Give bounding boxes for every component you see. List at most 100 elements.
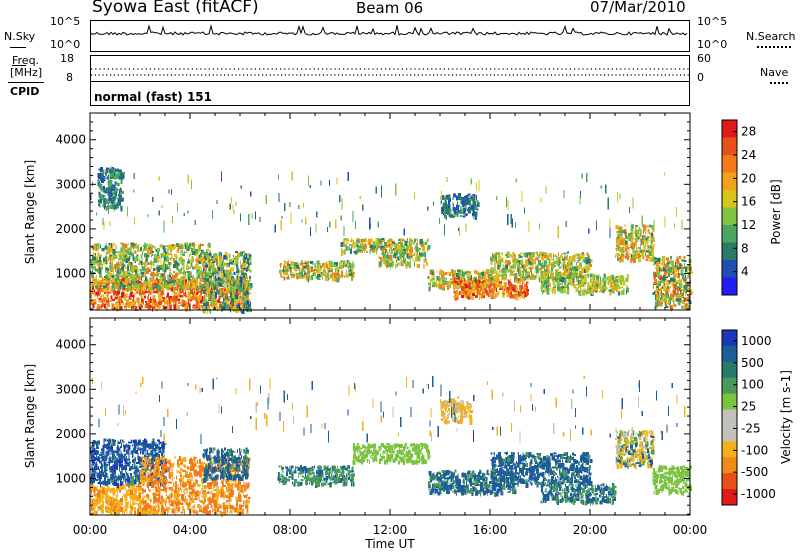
scatter-cell bbox=[98, 291, 100, 296]
scatter-cell bbox=[167, 276, 169, 281]
scatter-cell bbox=[231, 298, 234, 303]
scatter-cell bbox=[219, 295, 221, 300]
scatter-cell bbox=[134, 282, 135, 285]
scatter-cell bbox=[651, 259, 655, 262]
scatter-cell bbox=[207, 274, 210, 278]
scatter-cell bbox=[119, 266, 121, 272]
scatter-cell bbox=[635, 253, 637, 256]
scatter-cell bbox=[468, 198, 470, 203]
scatter-cell bbox=[369, 243, 373, 249]
scatter-cell bbox=[384, 242, 388, 247]
scatter-cell bbox=[191, 284, 194, 290]
scatter-cell bbox=[612, 275, 614, 279]
scatter-cell bbox=[296, 272, 298, 277]
scatter-cell bbox=[586, 267, 589, 270]
scatter-cell bbox=[538, 275, 540, 280]
scatter-cell bbox=[114, 204, 118, 210]
scatter-cell bbox=[425, 242, 427, 245]
scatter-cell bbox=[162, 285, 165, 290]
scatter-cell bbox=[548, 258, 551, 264]
scatter-cell bbox=[228, 276, 231, 281]
scatter-cell bbox=[569, 264, 573, 268]
scatter-cell bbox=[192, 294, 196, 300]
scatter-cell bbox=[185, 243, 189, 249]
scatter-cell bbox=[326, 273, 329, 278]
scatter-cell bbox=[209, 254, 212, 258]
scatter-cell bbox=[112, 248, 116, 253]
scatter-cell bbox=[227, 298, 230, 301]
scatter-cell bbox=[128, 250, 132, 256]
scatter-cell bbox=[237, 280, 239, 283]
scatter-cell bbox=[469, 287, 472, 290]
scatter-cell bbox=[285, 266, 288, 271]
noise-left-tick-low: 10^0 bbox=[50, 38, 81, 51]
scatter-cell bbox=[133, 268, 135, 272]
scatter-cell bbox=[244, 272, 247, 276]
scatter-cell bbox=[177, 249, 179, 252]
scatter-cell bbox=[588, 288, 590, 291]
scatter-cell bbox=[189, 266, 191, 269]
scatter-cell bbox=[330, 262, 334, 266]
scatter-cell bbox=[468, 271, 471, 274]
scatter-cell bbox=[643, 255, 645, 260]
scatter-cell bbox=[227, 279, 231, 282]
scatter-cell bbox=[637, 233, 639, 237]
scatter-cell bbox=[348, 272, 351, 277]
scatter-cell bbox=[327, 276, 329, 282]
scatter-cell bbox=[639, 250, 643, 254]
scatter-cell bbox=[234, 280, 237, 285]
scatter-cell bbox=[570, 281, 574, 286]
scatter-cell bbox=[558, 289, 562, 291]
scatter-cell bbox=[127, 285, 128, 289]
scatter-cell bbox=[195, 287, 199, 292]
scatter-cell bbox=[101, 194, 103, 199]
scatter-cell bbox=[617, 231, 621, 234]
scatter-cell bbox=[243, 290, 245, 296]
scatter-cell bbox=[243, 290, 246, 293]
scatter-cell bbox=[230, 281, 231, 285]
scatter-cell bbox=[298, 273, 300, 276]
scatter-cell bbox=[462, 282, 465, 288]
scatter-cell bbox=[631, 234, 634, 240]
scatter-cell bbox=[234, 306, 238, 310]
scatter-cell bbox=[223, 299, 226, 305]
scatter-cell bbox=[169, 247, 171, 250]
scatter-cell bbox=[623, 231, 627, 234]
scatter-cell bbox=[525, 259, 529, 262]
scatter-cell bbox=[446, 211, 448, 214]
scatter-cell bbox=[522, 259, 524, 263]
scatter-cell bbox=[107, 204, 110, 209]
scatter-cell bbox=[540, 271, 543, 275]
scatter-cell bbox=[162, 304, 165, 309]
scatter-cell bbox=[221, 303, 225, 306]
scatter-cell bbox=[214, 306, 216, 308]
scatter-cell bbox=[242, 278, 244, 284]
scatter-cell bbox=[142, 274, 145, 278]
scatter-cell bbox=[208, 277, 211, 280]
scatter-cell bbox=[491, 269, 495, 274]
scatter-cell bbox=[128, 260, 131, 264]
scatter-cell bbox=[135, 275, 139, 278]
scatter-cell bbox=[415, 252, 417, 258]
scatter-cell bbox=[194, 280, 198, 283]
scatter-cell bbox=[283, 263, 286, 266]
scatter-cell bbox=[165, 297, 167, 303]
scatter-cell bbox=[168, 281, 171, 286]
scatter-cell bbox=[106, 287, 110, 291]
scatter-cell bbox=[236, 283, 238, 286]
scatter-cell bbox=[163, 260, 166, 265]
scatter-cell bbox=[188, 260, 192, 263]
scatter-cell bbox=[439, 271, 442, 276]
scatter-cell bbox=[644, 237, 647, 243]
scatter-cell bbox=[612, 279, 615, 284]
scatter-cell bbox=[396, 263, 398, 268]
scatter-cell bbox=[310, 266, 314, 272]
scatter-cell bbox=[183, 273, 186, 276]
scatter-cell bbox=[201, 283, 204, 288]
scatter-cell bbox=[182, 253, 186, 256]
scatter-cell bbox=[396, 255, 398, 261]
scatter-cell bbox=[187, 295, 190, 301]
scatter-cell bbox=[201, 256, 205, 262]
scatter-cell bbox=[216, 260, 218, 266]
scatter-cell bbox=[328, 260, 332, 265]
